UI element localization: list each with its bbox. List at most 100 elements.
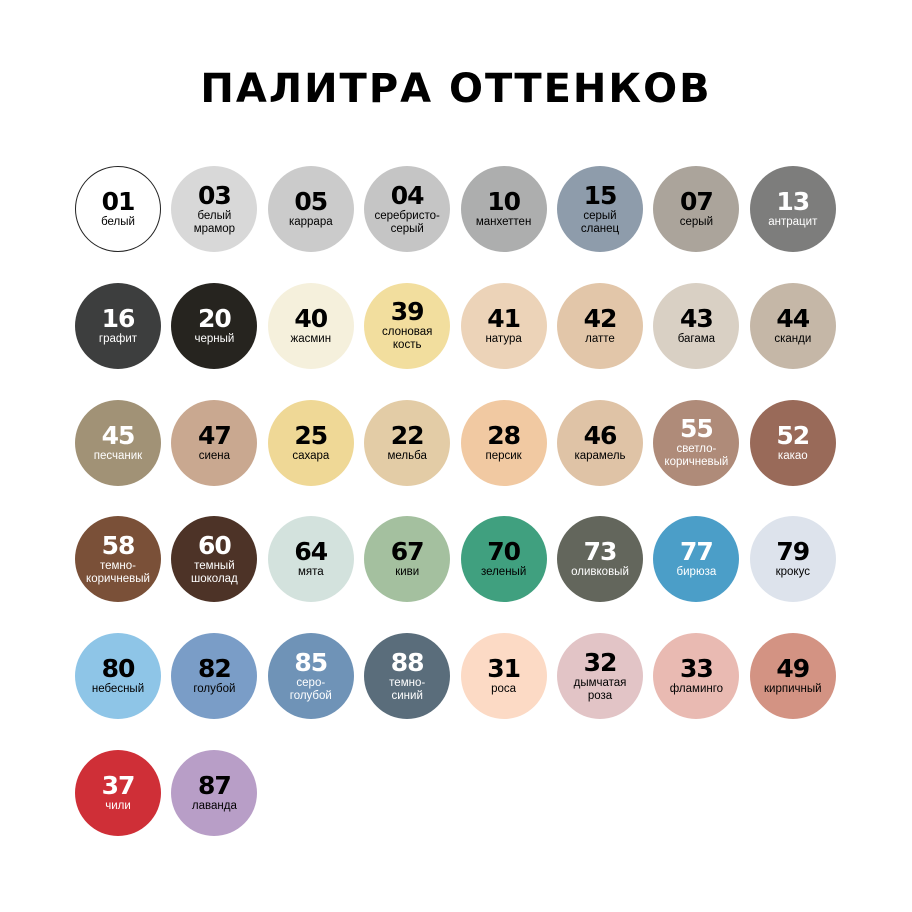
swatch-code: 73 — [583, 537, 618, 567]
swatch-name: белый мрамор — [193, 209, 236, 235]
swatch-code: 04 — [390, 180, 425, 210]
swatch-code: 42 — [583, 303, 618, 333]
swatch-name: кирпичный — [764, 683, 822, 696]
color-swatch: 85 серо- голубой — [267, 633, 354, 720]
swatch-code: 77 — [679, 537, 714, 567]
swatch-code: 55 — [679, 414, 714, 444]
color-swatch: 87 лаванда — [171, 750, 258, 836]
color-swatch: 28 персик — [460, 399, 547, 486]
swatch-name: манхеттен — [475, 216, 532, 228]
color-swatch: 45 песчаник — [75, 399, 161, 486]
swatch-name: зеленый — [480, 566, 527, 579]
swatch-name: сканди — [774, 332, 812, 345]
swatch-code: 05 — [294, 187, 328, 216]
color-swatch: 79 крокус — [749, 516, 836, 603]
swatch-code: 41 — [487, 303, 521, 333]
color-swatch: 55 светло- коричневый — [653, 399, 740, 486]
color-swatch: 46 карамель — [557, 399, 643, 486]
color-swatch: 80 небесный — [75, 633, 161, 720]
swatch-name: темно- коричневый — [86, 559, 150, 585]
color-swatch: 13 антрацит — [749, 166, 836, 252]
swatch-name: жасмин — [290, 332, 332, 345]
swatch-name: чили — [105, 800, 131, 812]
swatch-code: 28 — [487, 420, 521, 450]
swatch-name: слоновая кость — [382, 326, 433, 352]
swatch-name: лаванда — [191, 800, 237, 812]
color-swatch: 44 сканди — [749, 282, 836, 369]
color-swatch: 77 бирюза — [653, 516, 740, 603]
swatch-code: 20 — [197, 303, 232, 333]
color-swatch: 05 каррара — [267, 166, 354, 252]
swatch-name: роса — [491, 683, 517, 696]
swatch-code: 43 — [679, 303, 714, 333]
swatch-name: карамель — [574, 449, 626, 462]
swatch-name: антрацит — [768, 216, 818, 228]
color-swatch: 42 латте — [557, 282, 643, 369]
color-swatch: 73 оливковый — [557, 516, 643, 603]
swatch-name: серо- голубой — [289, 676, 332, 702]
color-swatch: 15 серый сланец — [557, 166, 643, 252]
swatch-name: натура — [485, 332, 522, 345]
swatch-code: 82 — [197, 654, 232, 684]
swatch-code: 32 — [583, 647, 618, 677]
swatch-name: белый — [101, 216, 135, 228]
color-swatch: 25 сахара — [267, 399, 354, 486]
color-swatch: 40 жасмин — [267, 282, 354, 369]
swatch-code: 47 — [197, 420, 232, 450]
color-swatch: 39 слоновая кость — [364, 282, 451, 369]
swatch-name: светло- коричневый — [664, 443, 729, 469]
swatch-code: 10 — [487, 187, 521, 216]
swatch-code: 15 — [583, 180, 618, 210]
swatch-code: 67 — [390, 537, 425, 567]
swatch-code: 22 — [390, 420, 425, 450]
color-swatch: 67 киви — [364, 516, 451, 603]
swatch-name: дымчатая роза — [573, 676, 627, 702]
swatch-code: 85 — [294, 647, 328, 677]
swatch-name: латте — [585, 332, 615, 345]
swatch-name: песчаник — [93, 449, 143, 462]
swatch-name: темно- синий — [389, 676, 426, 702]
swatch-name: каррара — [288, 216, 333, 228]
color-swatch: 70 зеленый — [460, 516, 547, 603]
color-swatch: 16 графит — [75, 282, 161, 369]
color-swatch: 33 фламинго — [653, 633, 740, 720]
swatch-name: крокус — [775, 566, 810, 579]
swatch-name: черный — [194, 332, 235, 345]
color-swatch: 04 серебристо- серый — [364, 166, 451, 252]
swatch-code: 16 — [101, 303, 136, 333]
color-swatch: 58 темно- коричневый — [75, 516, 161, 603]
swatch-name: киви — [395, 566, 420, 579]
swatch-code: 88 — [390, 647, 425, 677]
swatch-name: бирюза — [676, 566, 717, 579]
color-swatch: 37 чили — [75, 750, 161, 836]
swatch-name: оливковый — [571, 566, 629, 579]
swatch-code: 40 — [294, 303, 328, 333]
swatch-name: серый сланец — [580, 209, 620, 235]
color-swatch: 20 черный — [171, 282, 258, 369]
swatch-code: 25 — [294, 420, 328, 450]
swatch-code: 64 — [294, 537, 328, 567]
swatch-code: 87 — [197, 771, 232, 800]
swatch-code: 49 — [776, 654, 810, 684]
swatch-name: голубой — [193, 683, 236, 696]
swatch-name: графит — [98, 332, 138, 345]
swatch-code: 80 — [101, 654, 136, 684]
swatch-code: 52 — [776, 420, 810, 450]
swatch-code: 46 — [583, 420, 618, 450]
swatch-code: 33 — [679, 654, 714, 684]
color-swatch: 01 белый — [75, 166, 161, 252]
swatch-name: темный шоколад — [191, 559, 238, 585]
page-title: ПАЛИТРА ОТТЕНКОВ — [200, 66, 712, 112]
color-swatch: 60 темный шоколад — [171, 516, 258, 603]
swatch-code: 39 — [390, 297, 425, 327]
color-swatch: 07 серый — [653, 166, 740, 252]
swatch-name: фламинго — [669, 683, 724, 696]
swatch-code: 01 — [101, 187, 136, 216]
color-swatch: 03 белый мрамор — [171, 166, 258, 252]
color-swatch: 52 какао — [749, 399, 836, 486]
swatch-name: мята — [297, 566, 324, 579]
color-swatch: 32 дымчатая роза — [557, 633, 643, 720]
color-swatch: 41 натура — [460, 282, 547, 369]
color-swatch: 47 сиена — [171, 399, 258, 486]
swatch-code: 60 — [197, 530, 232, 560]
